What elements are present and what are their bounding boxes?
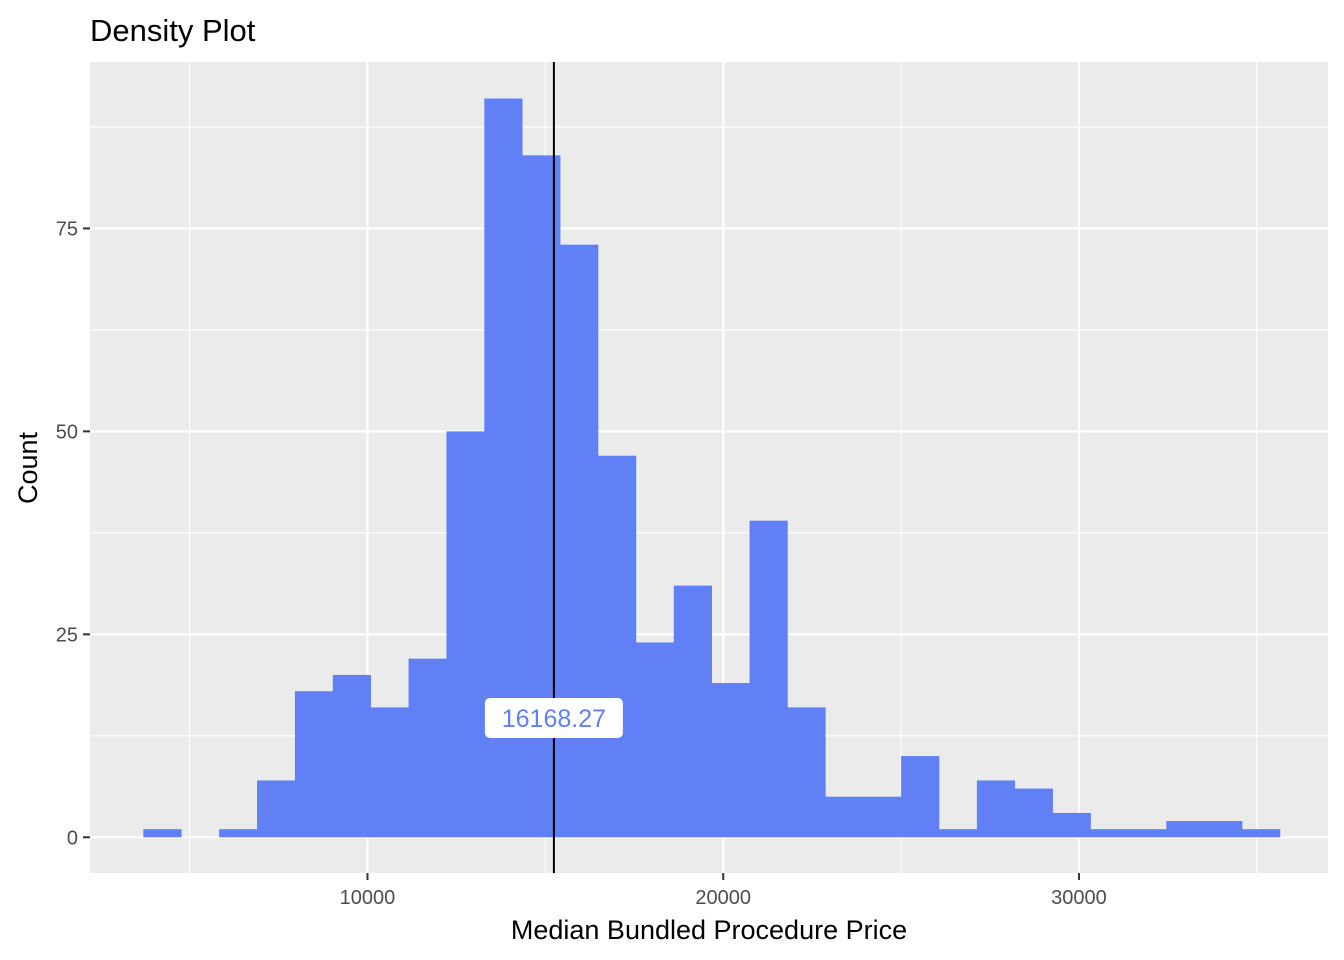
y-tick-label: 0	[67, 827, 78, 849]
annotation-layer: 16168.27	[484, 697, 623, 738]
y-axis-title: Count	[13, 431, 43, 504]
annotation-label-box	[484, 697, 623, 738]
chart-title: Density Plot	[90, 13, 256, 48]
histogram-bar	[1128, 829, 1167, 838]
x-tick-label: 10000	[340, 887, 396, 909]
histogram-bar	[976, 780, 1016, 838]
histogram-bar	[1014, 788, 1053, 838]
histogram-bar	[673, 585, 712, 838]
histogram-bar	[370, 707, 409, 838]
x-axis-title: Median Bundled Procedure Price	[511, 915, 907, 945]
histogram-bar	[1052, 812, 1091, 838]
y-tick-label: 75	[56, 218, 78, 240]
y-tick-label: 50	[56, 421, 78, 443]
histogram-bar	[711, 683, 750, 838]
histogram-bar	[332, 674, 371, 838]
histogram-bar	[143, 829, 182, 838]
y-axis: 0 25 50 75	[56, 218, 90, 849]
histogram-bar	[787, 707, 826, 838]
histogram-bars	[143, 98, 1281, 838]
histogram-bar	[825, 796, 864, 838]
annotation-label: 16168.27	[502, 705, 606, 733]
histogram-bar	[408, 658, 447, 838]
histogram-bar	[635, 642, 675, 838]
x-tick-label: 20000	[695, 887, 751, 909]
x-axis: 10000 20000 30000	[340, 873, 1107, 909]
histogram-bar	[938, 829, 978, 838]
histogram-bar	[560, 244, 599, 838]
histogram-bar	[294, 691, 334, 838]
histogram-bar	[1242, 829, 1281, 838]
histogram-bar	[749, 520, 788, 838]
histogram-bar	[1090, 829, 1129, 838]
histogram-bar	[901, 756, 940, 838]
histogram-bar	[257, 780, 296, 838]
histogram-bar	[863, 796, 902, 838]
x-tick-label: 30000	[1051, 887, 1107, 909]
histogram-bar	[219, 829, 258, 838]
histogram-bar	[1204, 821, 1243, 838]
histogram-bar	[446, 431, 485, 838]
histogram-bar	[598, 455, 637, 838]
histogram-bar	[1166, 821, 1205, 838]
y-tick-label: 25	[56, 624, 78, 646]
